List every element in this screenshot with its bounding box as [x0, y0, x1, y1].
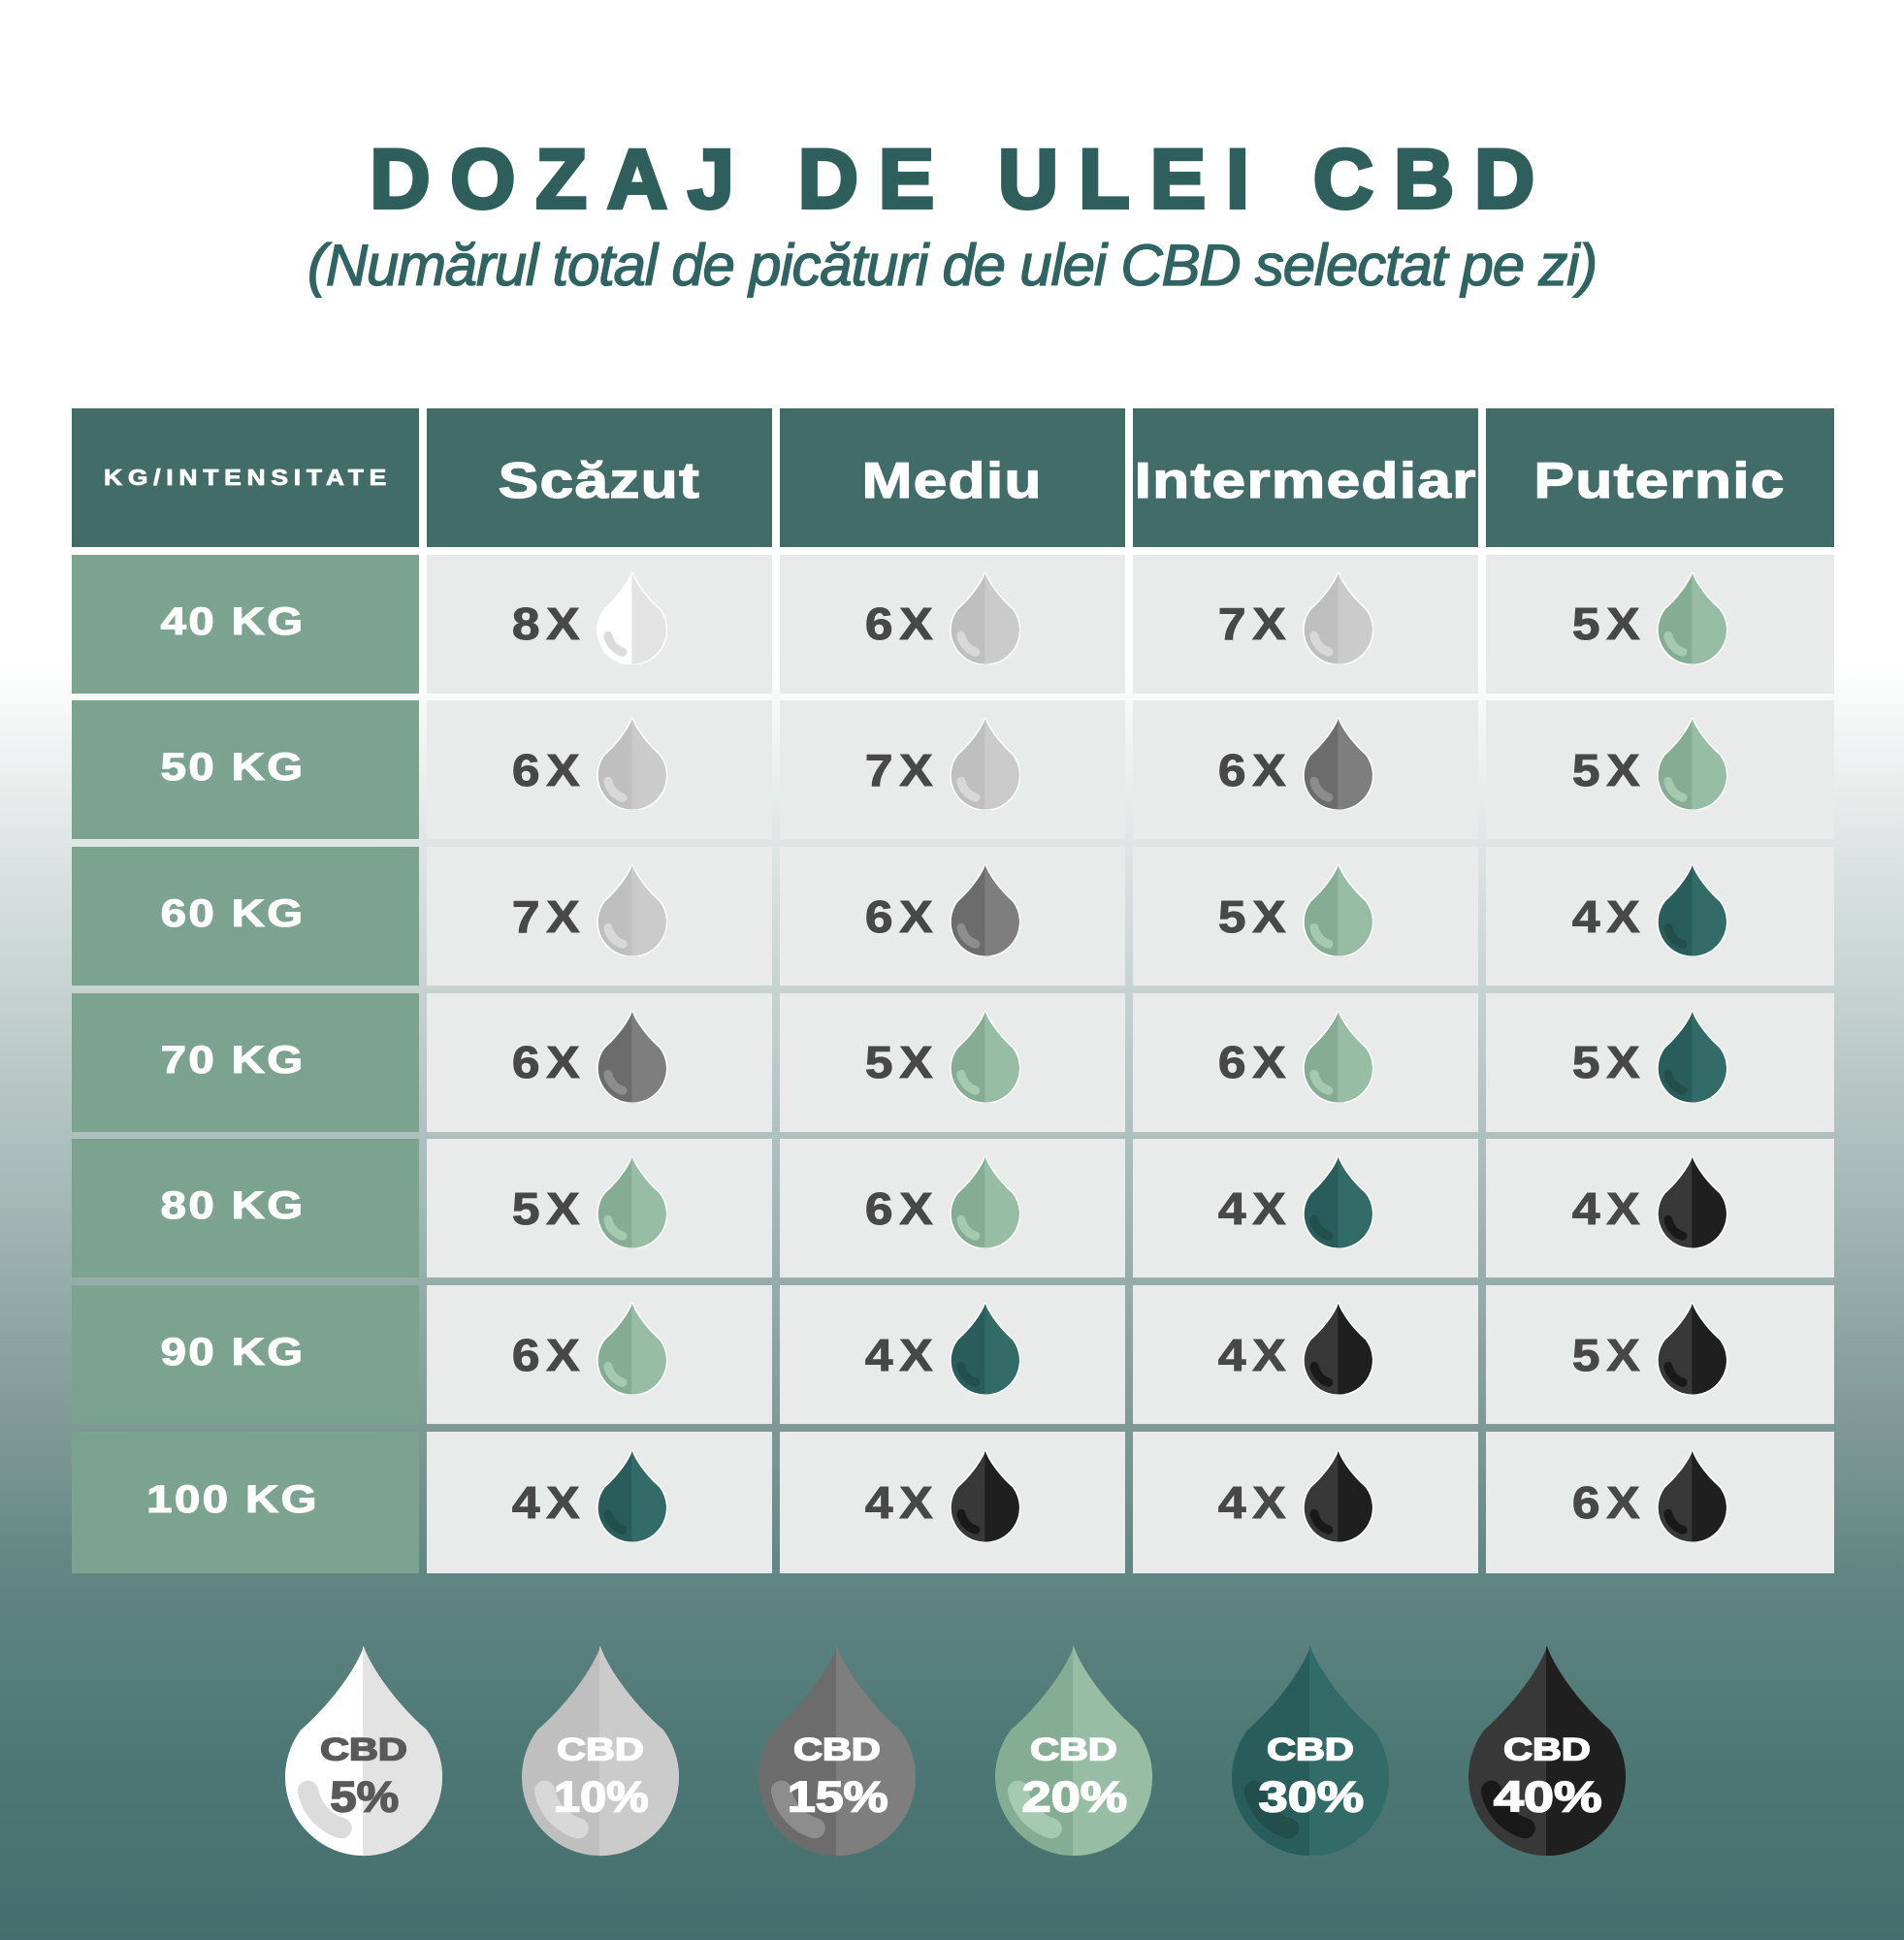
svg-text:CBD: CBD: [1267, 1732, 1354, 1767]
svg-text:CBD: CBD: [793, 1732, 881, 1767]
svg-text:CBD: CBD: [1030, 1732, 1117, 1767]
svg-text:10%: 10%: [554, 1771, 649, 1821]
svg-text:30%: 30%: [1258, 1771, 1364, 1821]
svg-text:20%: 20%: [1021, 1771, 1127, 1821]
svg-text:CBD: CBD: [557, 1732, 644, 1767]
svg-text:CBD: CBD: [320, 1732, 407, 1767]
svg-text:CBD: CBD: [1503, 1732, 1591, 1767]
svg-text:15%: 15%: [788, 1771, 888, 1821]
svg-text:5%: 5%: [330, 1771, 399, 1821]
svg-text:40%: 40%: [1494, 1771, 1602, 1821]
